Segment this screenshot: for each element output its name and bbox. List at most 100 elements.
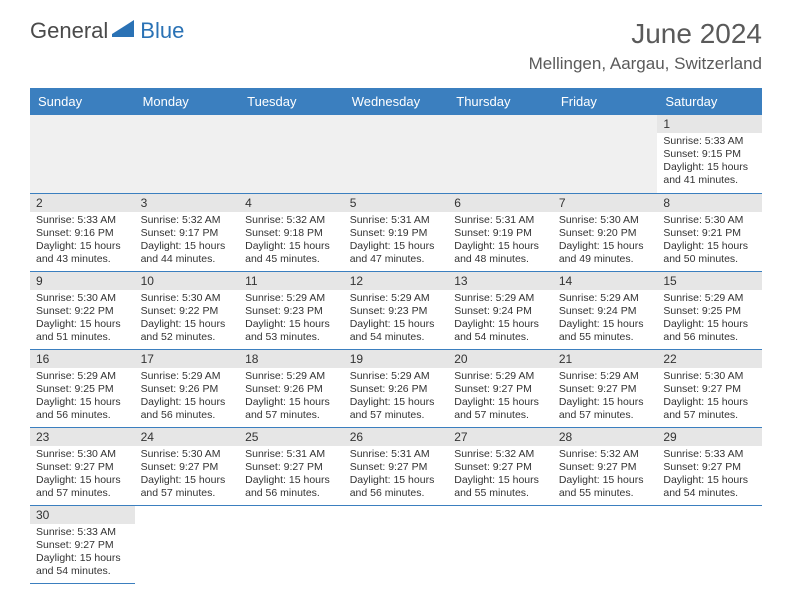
sunrise-line: Sunrise: 5:29 AM [454,370,547,383]
sunrise-line: Sunrise: 5:31 AM [350,448,443,461]
daylight-line: Daylight: 15 hours and 57 minutes. [141,474,234,500]
sunset-line: Sunset: 9:26 PM [141,383,234,396]
day-number: 12 [344,272,449,290]
day-number: 11 [239,272,344,290]
sunset-line: Sunset: 9:22 PM [141,305,234,318]
sunrise-line: Sunrise: 5:33 AM [36,214,129,227]
sunrise-line: Sunrise: 5:30 AM [559,214,652,227]
day-cell: 9Sunrise: 5:30 AMSunset: 9:22 PMDaylight… [30,271,135,349]
month-title: June 2024 [529,18,762,50]
day-body: Sunrise: 5:31 AMSunset: 9:19 PMDaylight:… [344,212,449,271]
daylight-line: Daylight: 15 hours and 57 minutes. [245,396,338,422]
sunrise-line: Sunrise: 5:30 AM [663,370,756,383]
sunset-line: Sunset: 9:27 PM [559,383,652,396]
day-body: Sunrise: 5:30 AMSunset: 9:22 PMDaylight:… [135,290,240,349]
day-cell: 24Sunrise: 5:30 AMSunset: 9:27 PMDayligh… [135,427,240,505]
sunrise-line: Sunrise: 5:31 AM [245,448,338,461]
day-number: 1 [657,115,762,133]
daylight-line: Daylight: 15 hours and 54 minutes. [36,552,129,578]
day-cell: 21Sunrise: 5:29 AMSunset: 9:27 PMDayligh… [553,349,658,427]
sunrise-line: Sunrise: 5:31 AM [454,214,547,227]
daylight-line: Daylight: 15 hours and 53 minutes. [245,318,338,344]
day-body: Sunrise: 5:29 AMSunset: 9:23 PMDaylight:… [344,290,449,349]
sunset-line: Sunset: 9:27 PM [454,461,547,474]
sunset-line: Sunset: 9:27 PM [559,461,652,474]
day-cell: 27Sunrise: 5:32 AMSunset: 9:27 PMDayligh… [448,427,553,505]
sunset-line: Sunset: 9:27 PM [454,383,547,396]
sunset-line: Sunset: 9:24 PM [454,305,547,318]
daylight-line: Daylight: 15 hours and 52 minutes. [141,318,234,344]
day-cell: 11Sunrise: 5:29 AMSunset: 9:23 PMDayligh… [239,271,344,349]
day-number: 23 [30,428,135,446]
sunrise-line: Sunrise: 5:29 AM [559,370,652,383]
day-body: Sunrise: 5:29 AMSunset: 9:25 PMDaylight:… [30,368,135,427]
empty-cell [135,505,240,583]
day-body: Sunrise: 5:32 AMSunset: 9:17 PMDaylight:… [135,212,240,271]
day-body: Sunrise: 5:29 AMSunset: 9:26 PMDaylight:… [135,368,240,427]
sunrise-line: Sunrise: 5:33 AM [663,448,756,461]
sunset-line: Sunset: 9:24 PM [559,305,652,318]
daylight-line: Daylight: 15 hours and 43 minutes. [36,240,129,266]
day-cell: 16Sunrise: 5:29 AMSunset: 9:25 PMDayligh… [30,349,135,427]
daylight-line: Daylight: 15 hours and 57 minutes. [559,396,652,422]
day-body: Sunrise: 5:32 AMSunset: 9:27 PMDaylight:… [553,446,658,505]
sunrise-line: Sunrise: 5:32 AM [454,448,547,461]
day-cell: 1Sunrise: 5:33 AMSunset: 9:15 PMDaylight… [657,115,762,193]
daylight-line: Daylight: 15 hours and 50 minutes. [663,240,756,266]
day-body: Sunrise: 5:29 AMSunset: 9:25 PMDaylight:… [657,290,762,349]
day-number: 29 [657,428,762,446]
header: General Blue June 2024 Mellingen, Aargau… [0,0,792,80]
daylight-line: Daylight: 15 hours and 57 minutes. [350,396,443,422]
day-number: 2 [30,194,135,212]
day-body: Sunrise: 5:33 AMSunset: 9:27 PMDaylight:… [657,446,762,505]
sunrise-line: Sunrise: 5:32 AM [559,448,652,461]
empty-cell [448,115,553,193]
sunrise-line: Sunrise: 5:29 AM [350,292,443,305]
day-body: Sunrise: 5:30 AMSunset: 9:22 PMDaylight:… [30,290,135,349]
sunrise-line: Sunrise: 5:30 AM [36,448,129,461]
empty-cell [657,505,762,583]
sunset-line: Sunset: 9:27 PM [350,461,443,474]
day-number: 25 [239,428,344,446]
calendar-body: 1Sunrise: 5:33 AMSunset: 9:15 PMDaylight… [30,115,762,583]
day-cell: 8Sunrise: 5:30 AMSunset: 9:21 PMDaylight… [657,193,762,271]
sunset-line: Sunset: 9:27 PM [245,461,338,474]
day-body: Sunrise: 5:31 AMSunset: 9:19 PMDaylight:… [448,212,553,271]
daylight-line: Daylight: 15 hours and 55 minutes. [559,318,652,344]
day-cell: 23Sunrise: 5:30 AMSunset: 9:27 PMDayligh… [30,427,135,505]
day-body: Sunrise: 5:29 AMSunset: 9:27 PMDaylight:… [553,368,658,427]
daylight-line: Daylight: 15 hours and 54 minutes. [350,318,443,344]
day-body: Sunrise: 5:32 AMSunset: 9:18 PMDaylight:… [239,212,344,271]
day-cell: 26Sunrise: 5:31 AMSunset: 9:27 PMDayligh… [344,427,449,505]
daylight-line: Daylight: 15 hours and 56 minutes. [350,474,443,500]
empty-cell [30,115,135,193]
day-number: 6 [448,194,553,212]
day-cell: 29Sunrise: 5:33 AMSunset: 9:27 PMDayligh… [657,427,762,505]
sunrise-line: Sunrise: 5:29 AM [245,370,338,383]
sunset-line: Sunset: 9:21 PM [663,227,756,240]
sunrise-line: Sunrise: 5:29 AM [454,292,547,305]
day-number: 15 [657,272,762,290]
daylight-line: Daylight: 15 hours and 47 minutes. [350,240,443,266]
sunset-line: Sunset: 9:26 PM [350,383,443,396]
empty-cell [553,115,658,193]
day-body: Sunrise: 5:29 AMSunset: 9:23 PMDaylight:… [239,290,344,349]
sunset-line: Sunset: 9:26 PM [245,383,338,396]
daylight-line: Daylight: 15 hours and 51 minutes. [36,318,129,344]
location: Mellingen, Aargau, Switzerland [529,54,762,74]
day-number: 13 [448,272,553,290]
daylight-line: Daylight: 15 hours and 57 minutes. [663,396,756,422]
weekday-header: Tuesday [239,88,344,115]
weekday-header: Saturday [657,88,762,115]
day-cell: 17Sunrise: 5:29 AMSunset: 9:26 PMDayligh… [135,349,240,427]
sunset-line: Sunset: 9:22 PM [36,305,129,318]
day-cell: 13Sunrise: 5:29 AMSunset: 9:24 PMDayligh… [448,271,553,349]
day-number: 30 [30,506,135,524]
sunrise-line: Sunrise: 5:32 AM [141,214,234,227]
empty-cell [239,115,344,193]
day-cell: 28Sunrise: 5:32 AMSunset: 9:27 PMDayligh… [553,427,658,505]
daylight-line: Daylight: 15 hours and 44 minutes. [141,240,234,266]
sunset-line: Sunset: 9:18 PM [245,227,338,240]
day-body: Sunrise: 5:30 AMSunset: 9:27 PMDaylight:… [657,368,762,427]
brand-part1: General [30,18,108,44]
